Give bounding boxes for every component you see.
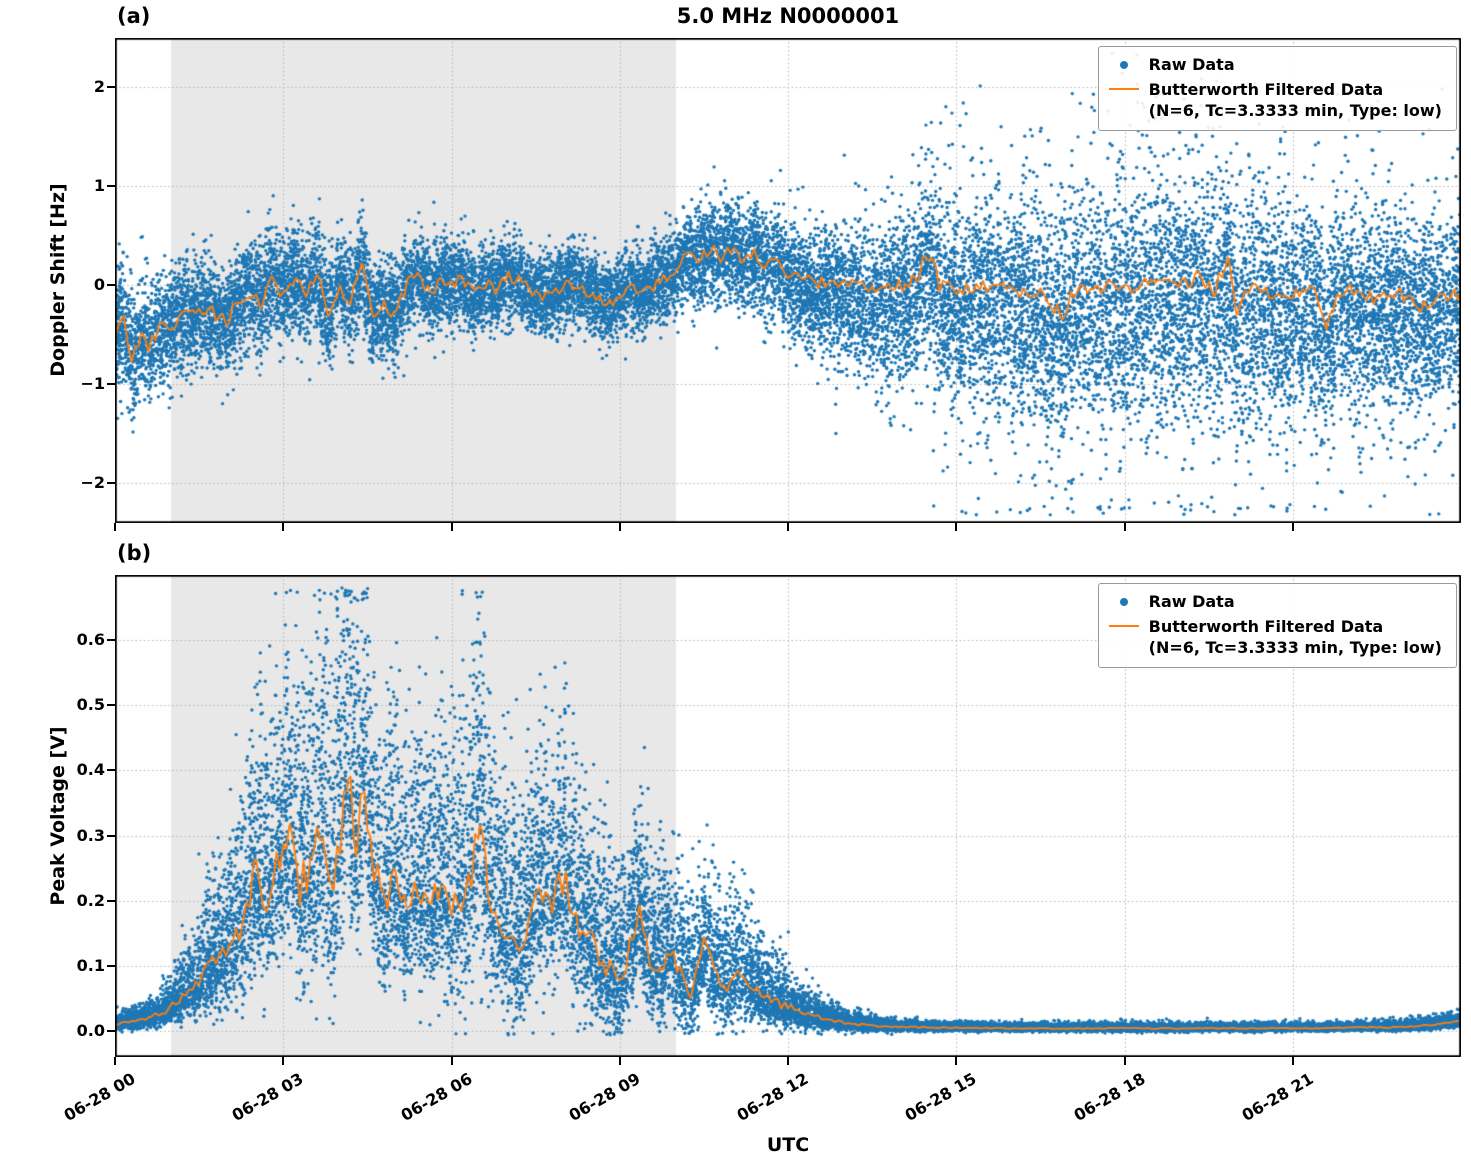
legend-raw-data-label: Raw Data [1148,55,1235,74]
x-tick-label: 06-28 15 [901,1069,980,1125]
y-tick-label: 0.2 [76,890,105,910]
panel-b-y-axis-label: Peak Voltage [V] [47,726,69,906]
legend-filtered-label-line1: Butterworth Filtered Data [1148,79,1384,99]
x-tick-mark [787,1057,789,1065]
y-tick-label: 0 [93,275,105,295]
x-tick-mark [282,523,285,531]
x-tick-label: 06-28 18 [1070,1069,1148,1125]
y-tick-mark [107,185,115,188]
x-tick-label: 06-28 03 [228,1069,307,1125]
y-tick-mark [107,383,115,386]
legend-filtered-label-line1: Butterworth Filtered Data [1148,616,1384,636]
x-tick-mark [450,1057,453,1065]
filtered-line-icon [1108,87,1139,90]
x-tick-label: 06-28 00 [60,1069,139,1125]
y-tick-label: 0.1 [76,955,105,975]
x-tick-mark [1291,523,1294,531]
panel-b-tag: (b) [117,541,152,565]
y-tick-label: −1 [80,374,105,394]
x-tick-mark [1291,1057,1294,1065]
y-tick-mark [107,284,115,287]
y-tick-mark [107,769,115,772]
x-tick-mark [114,523,116,531]
x-tick-mark [955,523,958,531]
x-tick-mark [450,523,453,531]
x-tick-mark [1123,1057,1126,1065]
x-axis-label: UTC [766,1134,810,1156]
legend-raw-data-label: Raw Data [1148,592,1235,611]
x-tick-mark [618,1057,621,1065]
legend-entry-filtered-data: Butterworth Filtered Data (N=6, Tc=3.333… [1108,616,1442,659]
x-tick-mark [955,1057,958,1065]
raw-data-dot [1119,61,1128,70]
x-tick-mark [1123,523,1126,531]
legend-filtered-label-line2: (N=6, Tc=3.3333 min, Type: low) [1148,637,1442,657]
y-tick-mark [107,1029,115,1032]
y-tick-mark [107,704,115,707]
raw-data-dot-icon [1109,61,1139,70]
x-tick-label: 06-28 09 [565,1069,644,1125]
x-tick-mark [787,523,789,531]
panel-a-legend: Raw Data Butterworth Filtered Data (N=6,… [1097,46,1457,132]
y-tick-label: 0.3 [76,825,105,845]
y-tick-mark [107,639,115,642]
filtered-line-icon [1108,624,1139,627]
legend-entry-filtered-data: Butterworth Filtered Data (N=6, Tc=3.333… [1108,79,1442,122]
panel-b-legend: Raw Data Butterworth Filtered Data (N=6,… [1097,583,1457,669]
x-tick-mark [618,523,621,531]
figure-title: 5.0 MHz N0000001 [676,4,900,28]
y-tick-label: 0.5 [76,695,105,715]
y-tick-mark [107,482,115,485]
legend-entry-raw-data: Raw Data [1109,592,1442,613]
raw-data-dot [1119,598,1128,607]
legend-entry-raw-data: Raw Data [1109,55,1442,76]
x-tick-label: 06-28 12 [733,1069,812,1125]
raw-data-dot-icon [1109,598,1139,607]
x-tick-label: 06-28 06 [397,1069,475,1125]
y-tick-mark [107,834,115,837]
filtered-line-swatch [1108,87,1139,90]
x-tick-mark [114,1057,116,1065]
panel-a-tag: (a) [117,4,151,28]
legend-filtered-label-line2: (N=6, Tc=3.3333 min, Type: low) [1148,100,1442,120]
x-tick-mark [282,1057,285,1065]
y-tick-label: 2 [93,77,105,97]
y-tick-label: 1 [93,176,105,196]
y-tick-label: −2 [80,473,105,493]
y-tick-label: 0.6 [76,630,105,650]
y-tick-mark [107,964,115,967]
y-tick-label: 0.4 [76,760,105,780]
y-tick-label: 0.0 [76,1020,105,1040]
x-tick-label: 06-28 21 [1238,1069,1317,1125]
y-tick-mark [107,86,115,89]
y-tick-mark [107,899,115,902]
filtered-line-swatch [1108,624,1139,627]
